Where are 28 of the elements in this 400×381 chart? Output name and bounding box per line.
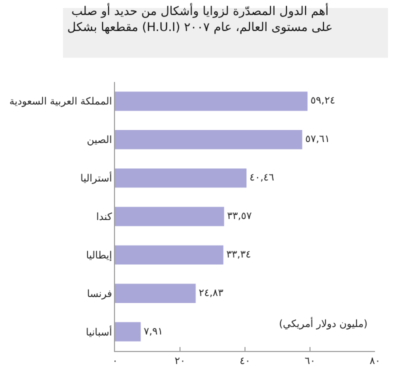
y-tick-label: كندا bbox=[96, 212, 112, 223]
y-tick-label: أستراليا bbox=[80, 172, 112, 185]
bar bbox=[115, 130, 302, 150]
x-tick-label: ٤٠ bbox=[240, 356, 250, 367]
y-tick-label: الصين bbox=[86, 135, 112, 146]
x-tick-label: ٢٠ bbox=[174, 356, 186, 367]
y-tick-label: فرنسا bbox=[86, 288, 112, 300]
bar bbox=[115, 284, 196, 303]
y-tick-label: إيطاليا bbox=[86, 250, 112, 262]
y-tick-label: أسبانيا bbox=[86, 325, 112, 338]
bar bbox=[115, 322, 141, 342]
x-tick-label: ٨٠ bbox=[370, 356, 380, 367]
data-label: ٤٠,٤٦ bbox=[250, 172, 274, 184]
data-label: ٥٧,٦١ bbox=[305, 134, 330, 146]
bar bbox=[115, 206, 224, 226]
data-label: ٥٩,٢٤ bbox=[310, 96, 336, 107]
data-label: ٢٤,٨٣ bbox=[198, 288, 224, 299]
data-label: ٧,٩١ bbox=[144, 326, 164, 338]
x-tick-label: ٦٠ bbox=[304, 356, 316, 367]
data-label: ٣٣,٣٤ bbox=[226, 249, 252, 260]
bar bbox=[115, 92, 308, 111]
annotation: (مليون دولار أمريكي) bbox=[279, 317, 368, 330]
x-tick-label: ٠ bbox=[112, 356, 118, 367]
bar bbox=[115, 245, 224, 265]
bar bbox=[115, 168, 246, 188]
y-tick-label: المملكة العربية السعودية bbox=[9, 96, 112, 108]
chart-title: أهم الدول المصدّرة لزوايا وأشكال من حديد أو صلب مقطعها بشكل (H.U.I) على مستوى العالم، عام ٢٠٠٧ bbox=[67, 3, 333, 34]
data-label: ٣٣,٥٧ bbox=[227, 211, 252, 222]
